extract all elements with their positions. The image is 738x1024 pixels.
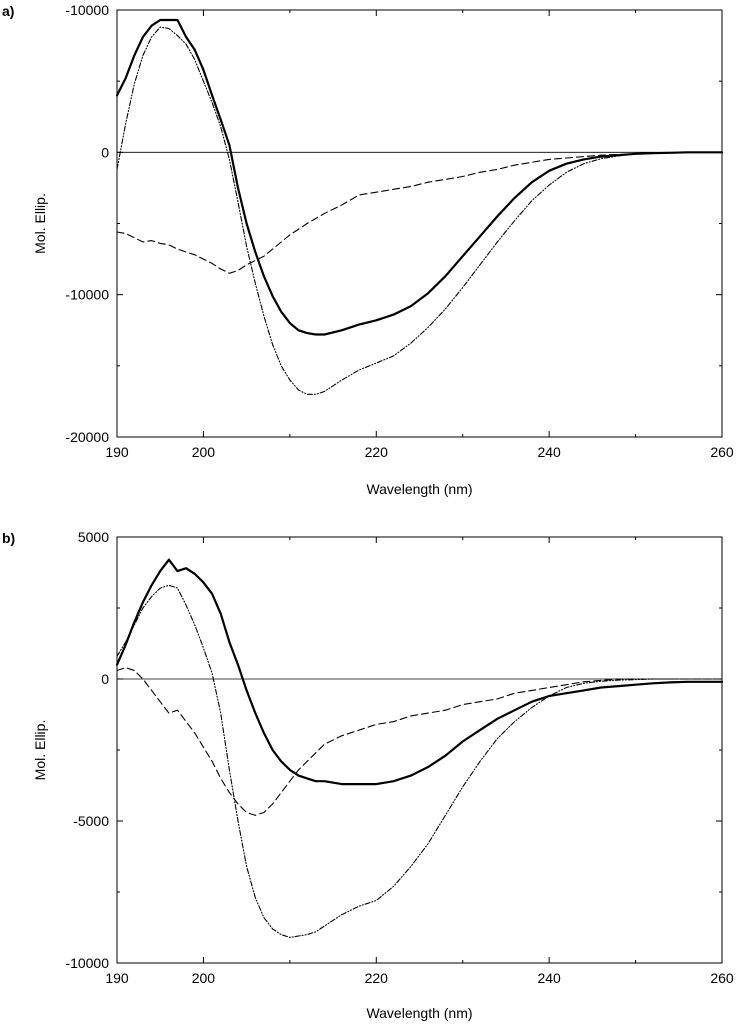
- panel-a-x-tick-label: 260: [710, 444, 734, 460]
- panel-a-label: a): [2, 3, 14, 19]
- panel-b-plot-frame: [116, 536, 723, 964]
- panel-b-x-tick-label: 260: [710, 970, 734, 986]
- panel-b-label: b): [2, 530, 15, 546]
- panel-a-y-tick-label: -20000: [65, 429, 109, 445]
- panel-b-y-tick-label: 0: [101, 671, 109, 687]
- panel-a-series-dash-dot-dot: [116, 26, 723, 395]
- panel-b-series-solid: [115, 558, 724, 786]
- panel-b-x-tick-label: 220: [365, 970, 389, 986]
- panel-a-y-tick-label: 0: [101, 144, 109, 160]
- panel-b-y-axis-title: Mol. Ellip.: [32, 720, 48, 781]
- panel-b-y-tick-label: 5000: [78, 529, 109, 545]
- panel-b-x-tick-label: 190: [105, 970, 129, 986]
- panel-a-series-solid: [115, 18, 724, 336]
- panel-a-chart: a) 190 200 220 240 260 -10000 0 -10000 -20000 Wav…: [2, 2, 734, 497]
- panel-a-y-tick-label: -10000: [65, 287, 109, 303]
- panel-b-x-tick-label: 200: [192, 970, 216, 986]
- panel-b-series-dash-dot-dot: [116, 584, 723, 938]
- panel-a-x-axis-title: Wavelength (nm): [366, 481, 472, 497]
- panel-a-y-tick-label: -10000: [65, 2, 109, 18]
- panel-a-plot-frame: [116, 9, 723, 438]
- panel-a-x-tick-label: 200: [192, 444, 216, 460]
- panel-a-x-tick-label: 220: [365, 444, 389, 460]
- panel-b-x-tick-label: 240: [537, 970, 561, 986]
- panel-a-x-tick-label: 190: [105, 444, 129, 460]
- panel-b-x-axis-title: Wavelength (nm): [366, 1005, 472, 1021]
- panel-a-x-tick-label: 240: [537, 444, 561, 460]
- panel-b-y-tick-label: -10000: [65, 955, 109, 971]
- panel-a-series-dashed: [116, 151, 723, 274]
- panel-b-chart: b) 190 200 220 240 260 5000 0 -5000 -10000 Wavele…: [2, 529, 734, 1021]
- panel-b-series-dashed: [116, 667, 723, 816]
- panel-b-y-tick-label: -5000: [73, 813, 109, 829]
- panel-a-y-axis-title: Mol. Ellip.: [32, 193, 48, 254]
